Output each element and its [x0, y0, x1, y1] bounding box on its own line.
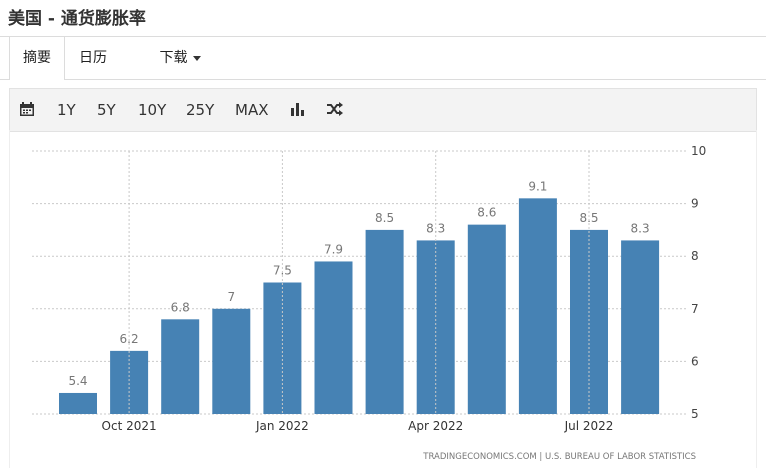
y-tick-label: 8 — [691, 249, 699, 263]
range-max-button[interactable]: MAX — [235, 101, 269, 119]
tab-bar: 摘要 日历 下载 — [0, 36, 766, 80]
inflation-bar-chart: 56789105.46.26.877.57.98.58.38.69.18.58.… — [32, 144, 706, 462]
bar — [365, 229, 404, 414]
bar-value-label: 7.9 — [324, 242, 343, 256]
y-tick-label: 5 — [691, 407, 699, 421]
range-5y-button[interactable]: 5Y — [97, 101, 116, 119]
chart-toolbar: 1Y 5Y 10Y 25Y MAX — [9, 88, 757, 132]
bar-value-label: 8.5 — [375, 211, 394, 225]
bar — [570, 229, 608, 414]
x-tick-label: Apr 2022 — [408, 419, 463, 433]
bar-value-label: 9.1 — [528, 179, 547, 193]
calendar-icon[interactable] — [19, 89, 35, 131]
range-10y-button[interactable]: 10Y — [138, 101, 167, 119]
bar — [621, 240, 660, 414]
chart-area: 5 6 7 8 9 10 5.4 6.2 6.8 7 7.5 7.9 8.5 8.3 8.6 9.1 8.5 8.… — [9, 130, 757, 468]
bar-value-label: 8.3 — [631, 221, 650, 235]
tab-summary[interactable]: 摘要 — [9, 37, 65, 80]
source-footer: TRADINGECONOMICS.COM | U.S. BUREAU OF LA… — [422, 452, 696, 462]
x-tick-label: Oct 2021 — [102, 419, 157, 433]
page-title: 美国 - 通货膨胀率 — [8, 9, 146, 29]
tab-download[interactable]: 下载 — [150, 37, 210, 79]
tab-download-label: 下载 — [159, 50, 188, 66]
bar — [518, 198, 557, 414]
x-tick-label: Jan 2022 — [255, 419, 309, 433]
bar-value-label: 6.2 — [120, 332, 139, 346]
y-tick-label: 10 — [691, 144, 706, 158]
y-tick-label: 6 — [691, 354, 699, 368]
range-25y-button[interactable]: 25Y — [186, 101, 215, 119]
bar — [161, 319, 200, 414]
tab-calendar[interactable]: 日历 — [79, 50, 107, 66]
shuffle-icon[interactable] — [326, 89, 344, 131]
chevron-down-icon — [192, 55, 201, 61]
bar-value-label: 7 — [227, 290, 235, 304]
bar-value-label: 5.4 — [68, 374, 87, 388]
bar — [467, 224, 506, 414]
range-1y-button[interactable]: 1Y — [57, 101, 76, 119]
y-tick-label: 9 — [691, 197, 699, 211]
bar-value-label: 6.8 — [171, 300, 190, 314]
bar — [59, 392, 97, 414]
bar-value-label: 8.6 — [477, 206, 496, 220]
y-tick-label: 7 — [691, 302, 699, 316]
x-tick-label: Jul 2022 — [564, 419, 614, 433]
bar-value-label: 7.5 — [273, 264, 292, 278]
bar-value-label: 8.5 — [579, 211, 598, 225]
bar-chart-icon[interactable] — [290, 89, 306, 131]
bar — [212, 308, 251, 414]
bar — [314, 261, 353, 414]
